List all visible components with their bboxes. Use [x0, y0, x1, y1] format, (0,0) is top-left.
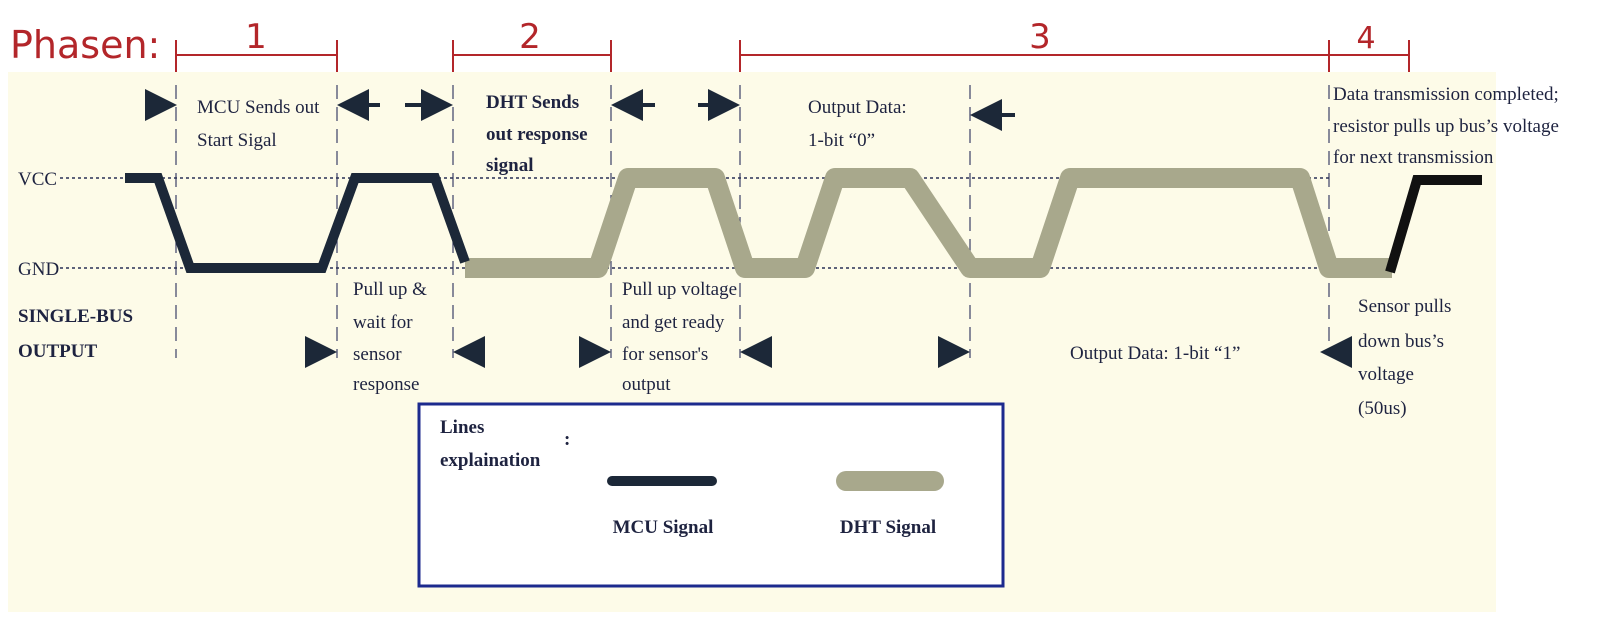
phase-1-label: 1 [245, 17, 267, 57]
annotation-line: Sensor pulls [1358, 296, 1451, 317]
annotation-line: Output Data: [808, 97, 907, 118]
phase-2: 2 [452, 17, 612, 72]
phase-1: 1 [175, 17, 338, 72]
annotation-line: for next transmission [1333, 147, 1494, 168]
annotation-line: Start Sigal [197, 130, 277, 151]
annotation-sensor-pulls: Sensor pulls down bus’s voltage (50us) [1358, 296, 1451, 419]
legend-title-line: explaination [440, 450, 541, 471]
bus-label-line2: OUTPUT [18, 341, 98, 362]
annotation-bit1: Output Data: 1-bit “1” [1070, 343, 1240, 364]
annotation-line: output [622, 374, 671, 395]
legend-box: Lines explaination : MCU Signal DHT Sign… [417, 402, 1005, 588]
legend-title-line: Lines [440, 417, 484, 438]
annotation-line: DHT Sends [486, 92, 579, 113]
annotation-line: response [353, 374, 419, 395]
gnd-label: GND [18, 259, 59, 280]
annotation-bit0: Output Data: 1-bit “0” [808, 97, 907, 151]
annotation-line: down bus’s [1358, 331, 1444, 352]
timing-arrows [145, 89, 1352, 368]
legend-dht-label: DHT Signal [840, 517, 936, 538]
annotation-line: signal [486, 155, 534, 176]
annotation-line: out response [486, 124, 588, 145]
annotation-line: resistor pulls up bus’s voltage [1333, 116, 1559, 137]
annotation-line: MCU Sends out [197, 97, 320, 118]
vcc-label: VCC [18, 169, 57, 190]
mcu-signal-trace [125, 173, 470, 273]
phase-3: 3 [739, 17, 1330, 72]
annotation-line: and get ready [622, 312, 725, 333]
annotation-line: Pull up & [353, 279, 427, 300]
phase-markers: Phasen: 1 2 3 4 [10, 17, 1410, 72]
bus-label-line1: SINGLE-BUS [18, 306, 133, 327]
annotation-pull-up-wait: Pull up & wait for sensor response [353, 279, 427, 395]
phases-title: Phasen: [10, 23, 160, 67]
annotation-mcu-start: MCU Sends out Start Sigal [197, 97, 320, 151]
annotation-pull-up-ready: Pull up voltage and get ready for sensor… [622, 279, 737, 395]
phase-4: 4 [1329, 21, 1410, 72]
annotation-line: sensor [353, 344, 402, 365]
phase-3-label: 3 [1029, 17, 1051, 57]
annotation-line: for sensor's [622, 344, 708, 365]
legend-colon: : [564, 429, 570, 450]
phase-2-label: 2 [519, 17, 541, 57]
legend-mcu-label: MCU Signal [613, 517, 714, 538]
mcu-release-trace [1385, 175, 1482, 274]
dht-signal-trace [465, 168, 1392, 278]
annotation-line: wait for [353, 312, 413, 333]
annotation-line: voltage [1358, 364, 1414, 385]
annotation-line: 1-bit “0” [808, 130, 875, 151]
annotation-line: Pull up voltage [622, 279, 737, 300]
annotation-dht-response: DHT Sends out response signal [486, 92, 588, 176]
annotation-line: Data transmission completed; [1333, 84, 1559, 105]
annotation-line: (50us) [1358, 398, 1407, 419]
phase-4-label: 4 [1356, 21, 1375, 56]
annotation-completed: Data transmission completed; resistor pu… [1333, 84, 1559, 168]
